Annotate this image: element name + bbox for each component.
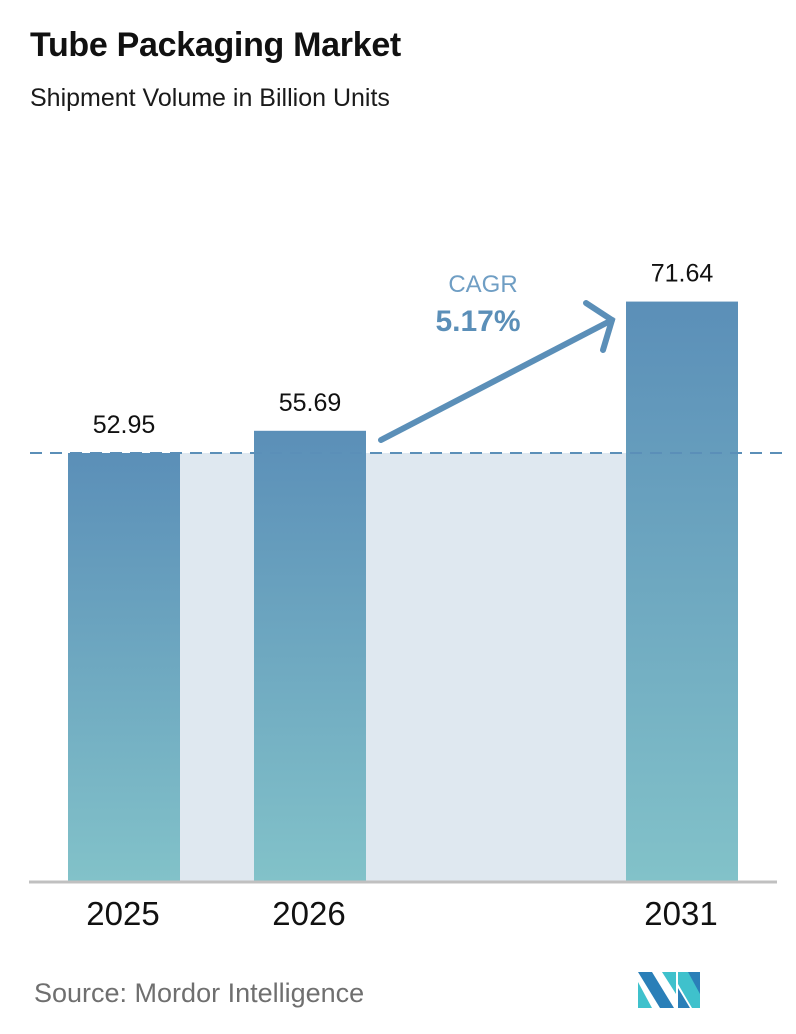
cagr-label: CAGR xyxy=(448,271,517,298)
mordor-intelligence-logo-icon xyxy=(638,972,700,1008)
chart-subtitle: Shipment Volume in Billion Units xyxy=(30,84,390,112)
bar-2025 xyxy=(68,453,180,882)
value-label: 55.69 xyxy=(279,389,342,417)
bars-group xyxy=(68,301,738,882)
labels-group: 52.95 2025 55.69 2026 71.64 2031 xyxy=(86,260,717,932)
chart-title: Tube Packaging Market xyxy=(30,26,401,64)
source-text: Source: Mordor Intelligence xyxy=(34,978,365,1008)
x-axis-category-label: 2025 xyxy=(86,895,159,932)
bar-2026 xyxy=(254,430,366,882)
cagr-value: 5.17% xyxy=(435,305,520,338)
value-label: 71.64 xyxy=(651,260,714,288)
x-axis-category-label: 2026 xyxy=(272,895,345,932)
bar-2031 xyxy=(626,301,738,882)
cagr-arrow-icon xyxy=(378,300,616,443)
x-axis-category-label: 2031 xyxy=(644,895,717,932)
value-label: 52.95 xyxy=(93,411,156,439)
